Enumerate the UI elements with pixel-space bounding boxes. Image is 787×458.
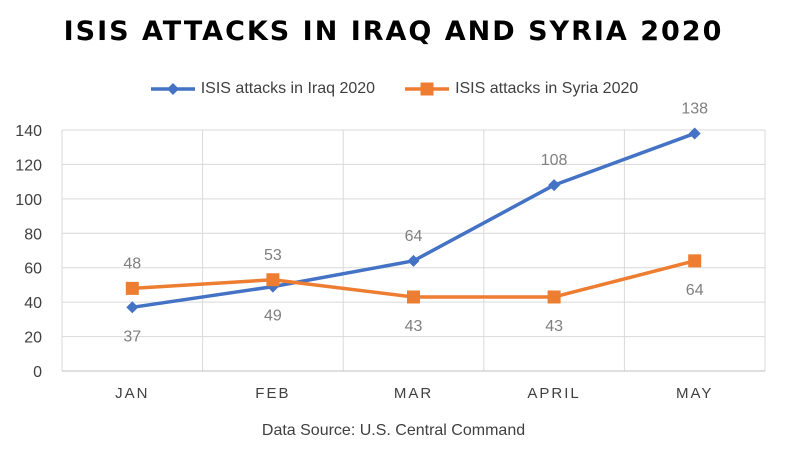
x-tick-label: FEB bbox=[255, 385, 290, 402]
y-tick-label: 60 bbox=[24, 261, 42, 278]
data-label: 108 bbox=[541, 152, 568, 169]
x-tick-label: MAR bbox=[394, 385, 433, 402]
y-tick-label: 20 bbox=[24, 330, 42, 347]
legend-item: ISIS attacks in Syria 2020 bbox=[403, 80, 638, 98]
data-label: 43 bbox=[405, 318, 423, 335]
y-tick-label: 100 bbox=[15, 192, 42, 209]
data-label: 64 bbox=[405, 228, 423, 245]
data-label: 64 bbox=[686, 282, 704, 299]
data-label: 48 bbox=[123, 255, 141, 272]
data-point-marker bbox=[407, 290, 420, 304]
data-source-note: Data Source: U.S. Central Command bbox=[261, 422, 526, 439]
y-tick-label: 40 bbox=[24, 295, 42, 312]
data-point-marker bbox=[547, 290, 561, 304]
y-tick-label: 120 bbox=[15, 157, 42, 174]
data-label: 43 bbox=[545, 318, 563, 335]
data-label: 37 bbox=[123, 328, 141, 345]
legend-swatch bbox=[150, 83, 195, 95]
data-label: 49 bbox=[264, 308, 282, 325]
data-label: 53 bbox=[264, 247, 282, 264]
x-tick-label: JAN bbox=[115, 385, 149, 402]
y-tick-label: 140 bbox=[15, 123, 42, 140]
legend-swatch bbox=[405, 82, 450, 96]
legend-item: ISIS attacks in Iraq 2020 bbox=[149, 80, 375, 98]
data-point-marker bbox=[407, 254, 420, 267]
y-tick-label: 0 bbox=[33, 364, 42, 381]
data-point-marker bbox=[688, 127, 701, 140]
legend: ISIS attacks in Iraq 2020 ISIS attacks in… bbox=[0, 78, 787, 100]
legend-label: ISIS attacks in Syria 2020 bbox=[455, 80, 639, 97]
chart-title: ISIS ATTACKS IN IRAQ AND SYRIA 2020 bbox=[63, 16, 724, 47]
legend-label: ISIS attacks in Iraq 2020 bbox=[200, 80, 376, 97]
data-point-marker bbox=[125, 281, 139, 295]
data-point-marker bbox=[548, 179, 561, 192]
data-point-marker bbox=[126, 301, 139, 314]
data-point-marker bbox=[688, 254, 702, 268]
data-label: 138 bbox=[681, 100, 708, 117]
y-tick-label: 80 bbox=[24, 226, 42, 243]
x-tick-label: APRIL bbox=[527, 385, 580, 402]
data-point-marker bbox=[266, 273, 280, 287]
x-tick-label: MAY bbox=[676, 385, 713, 402]
